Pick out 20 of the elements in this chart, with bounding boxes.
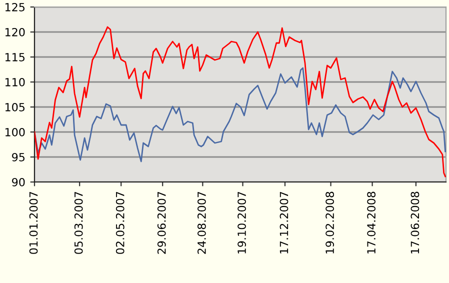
y-tick-label: 105	[5, 102, 24, 112]
x-tick-label: 19.02.2008	[326, 192, 334, 254]
line-series	[34, 26, 446, 178]
x-tick-label: 05.03.2007	[74, 192, 83, 254]
y-tick-label: 125	[5, 2, 24, 12]
x-tick-label: 01.01.2007	[29, 192, 38, 254]
x-tick-label: 17.04.2008	[367, 192, 376, 254]
y-tick-label: 120	[5, 28, 25, 36]
y-tick-label: 100	[5, 128, 25, 136]
line-series	[34, 67, 446, 162]
x-tick-label: 24.08.2007	[198, 192, 206, 254]
y-tick-label: 115	[5, 53, 24, 62]
y-tick-label: 110	[5, 78, 25, 86]
x-tick-label: 19.10.2007	[238, 192, 246, 254]
x-tick-label: 17.06.2008	[410, 192, 420, 254]
x-tick-label: 17.12.2007	[280, 192, 288, 254]
x-tick-label: 02.05.2007	[116, 192, 124, 254]
y-tick-label: 90	[12, 178, 25, 186]
y-tick-label: 95	[12, 152, 24, 162]
x-tick-label: 29.06.2007	[157, 192, 166, 254]
